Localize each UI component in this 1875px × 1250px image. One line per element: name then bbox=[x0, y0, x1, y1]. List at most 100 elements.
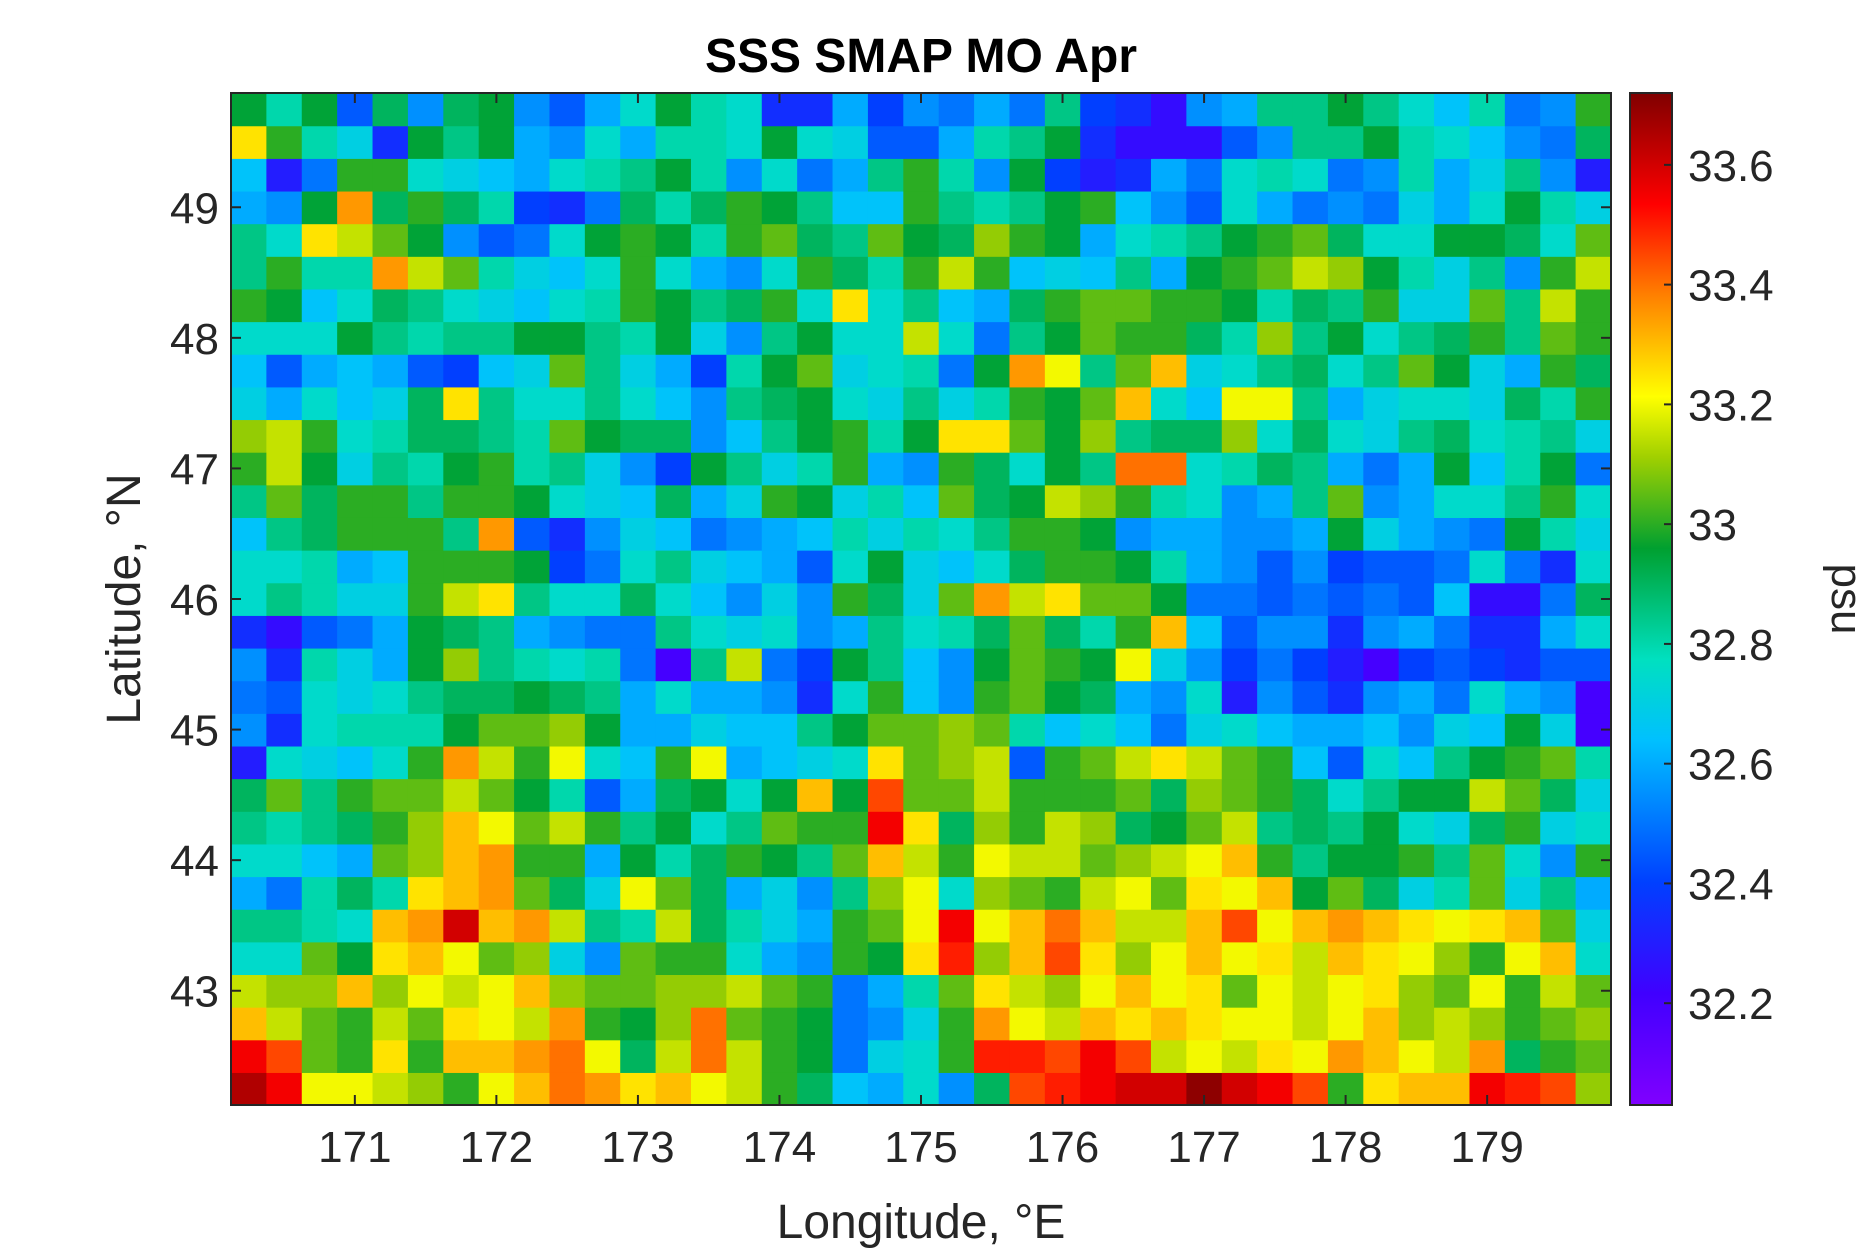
heatmap-cell bbox=[1540, 321, 1577, 355]
heatmap-cell bbox=[407, 1072, 444, 1106]
heatmap-cell bbox=[266, 386, 303, 421]
heatmap-cell bbox=[1504, 713, 1541, 747]
heatmap-cell bbox=[231, 125, 267, 159]
heatmap-cell bbox=[1257, 484, 1294, 518]
heatmap-cell bbox=[337, 941, 374, 976]
heatmap-cell bbox=[1327, 941, 1364, 976]
heatmap-cell bbox=[301, 256, 338, 290]
heatmap-cell bbox=[655, 680, 692, 714]
heatmap-cell bbox=[1080, 582, 1117, 616]
heatmap-cell bbox=[974, 1072, 1011, 1106]
heatmap-cell bbox=[301, 354, 338, 388]
heatmap-cell bbox=[832, 745, 869, 780]
heatmap-cell bbox=[1186, 1039, 1223, 1073]
heatmap-cell bbox=[231, 93, 267, 127]
heatmap-cell bbox=[372, 256, 409, 290]
heatmap-cell bbox=[761, 647, 798, 682]
heatmap-cell bbox=[337, 386, 374, 421]
heatmap-cell bbox=[1540, 615, 1577, 649]
heatmap-cell bbox=[1434, 1072, 1471, 1106]
heatmap-cell bbox=[1469, 811, 1506, 845]
heatmap-cell bbox=[1575, 1007, 1612, 1041]
heatmap-cell bbox=[1363, 321, 1400, 355]
heatmap-cell bbox=[301, 288, 338, 323]
heatmap-cell bbox=[1044, 125, 1081, 159]
heatmap-cell bbox=[797, 288, 834, 323]
heatmap-cell bbox=[1151, 745, 1187, 780]
heatmap-cell bbox=[1221, 321, 1258, 355]
heatmap-cell bbox=[301, 974, 338, 1008]
heatmap-cell bbox=[867, 354, 904, 388]
heatmap-cell bbox=[797, 974, 834, 1008]
heatmap-cell bbox=[1292, 419, 1329, 453]
heatmap-cell bbox=[1575, 386, 1612, 421]
heatmap-cell bbox=[1363, 745, 1400, 780]
heatmap-cell bbox=[1398, 1039, 1435, 1073]
heatmap-cell bbox=[443, 647, 480, 682]
heatmap-cell bbox=[372, 974, 409, 1008]
heatmap-cell bbox=[691, 909, 727, 943]
heatmap-cell bbox=[903, 909, 940, 943]
heatmap-cell bbox=[584, 909, 621, 943]
heatmap-cell bbox=[691, 843, 727, 878]
heatmap-cell bbox=[691, 223, 727, 257]
heatmap-cell bbox=[903, 256, 940, 290]
heatmap-cell bbox=[1575, 158, 1612, 192]
heatmap-cell bbox=[266, 778, 303, 812]
heatmap-cell bbox=[903, 974, 940, 1008]
heatmap-cell bbox=[549, 974, 586, 1008]
heatmap-cell bbox=[726, 223, 763, 257]
heatmap-cell bbox=[1115, 190, 1152, 225]
heatmap-cell bbox=[301, 321, 338, 355]
heatmap-cell bbox=[797, 647, 834, 682]
heatmap-cell bbox=[1504, 909, 1541, 943]
heatmap-cell bbox=[903, 550, 940, 584]
heatmap-cell bbox=[1009, 190, 1046, 225]
heatmap-cell bbox=[231, 680, 267, 714]
heatmap-cell bbox=[1469, 909, 1506, 943]
heatmap-cell bbox=[1540, 550, 1577, 584]
heatmap-cell bbox=[903, 1007, 940, 1041]
heatmap-cell bbox=[1292, 778, 1329, 812]
heatmap-cell bbox=[337, 680, 374, 714]
heatmap-cell bbox=[1575, 550, 1612, 584]
heatmap-cell bbox=[1434, 321, 1471, 355]
heatmap-cell bbox=[1504, 680, 1541, 714]
heatmap-cell bbox=[266, 1072, 303, 1106]
heatmap-cell bbox=[1009, 125, 1046, 159]
heatmap-cell bbox=[726, 190, 763, 225]
heatmap-cell bbox=[1398, 223, 1435, 257]
heatmap-cell bbox=[478, 909, 515, 943]
heatmap-cell bbox=[1221, 550, 1258, 584]
heatmap-cell bbox=[620, 190, 657, 225]
heatmap-cell bbox=[761, 909, 798, 943]
heatmap-cell bbox=[1540, 582, 1577, 616]
heatmap-cell bbox=[903, 941, 940, 976]
heatmap-cell bbox=[1575, 223, 1612, 257]
heatmap-cell bbox=[938, 419, 975, 453]
heatmap-cell bbox=[372, 941, 409, 976]
heatmap-cell bbox=[1044, 778, 1081, 812]
heatmap-cell bbox=[655, 452, 692, 486]
heatmap-cell bbox=[584, 125, 621, 159]
heatmap-cell bbox=[832, 190, 869, 225]
heatmap-cell bbox=[1151, 713, 1187, 747]
heatmap-cell bbox=[903, 386, 940, 421]
x-tick-label: 179 bbox=[1450, 1123, 1523, 1172]
heatmap-cell bbox=[443, 1072, 480, 1106]
heatmap-cell bbox=[1151, 125, 1187, 159]
heatmap-cell bbox=[1115, 484, 1152, 518]
heatmap-cell bbox=[832, 811, 869, 845]
heatmap-cell bbox=[1080, 452, 1117, 486]
heatmap-cell bbox=[584, 843, 621, 878]
heatmap-cell bbox=[1080, 811, 1117, 845]
heatmap-cell bbox=[301, 452, 338, 486]
heatmap-cell bbox=[691, 386, 727, 421]
heatmap-cell bbox=[407, 452, 444, 486]
heatmap-cell bbox=[443, 615, 480, 649]
heatmap-cell bbox=[1221, 256, 1258, 290]
heatmap-cell bbox=[1221, 452, 1258, 486]
heatmap-cell bbox=[584, 190, 621, 225]
heatmap-cell bbox=[1398, 843, 1435, 878]
heatmap-cell bbox=[1009, 452, 1046, 486]
